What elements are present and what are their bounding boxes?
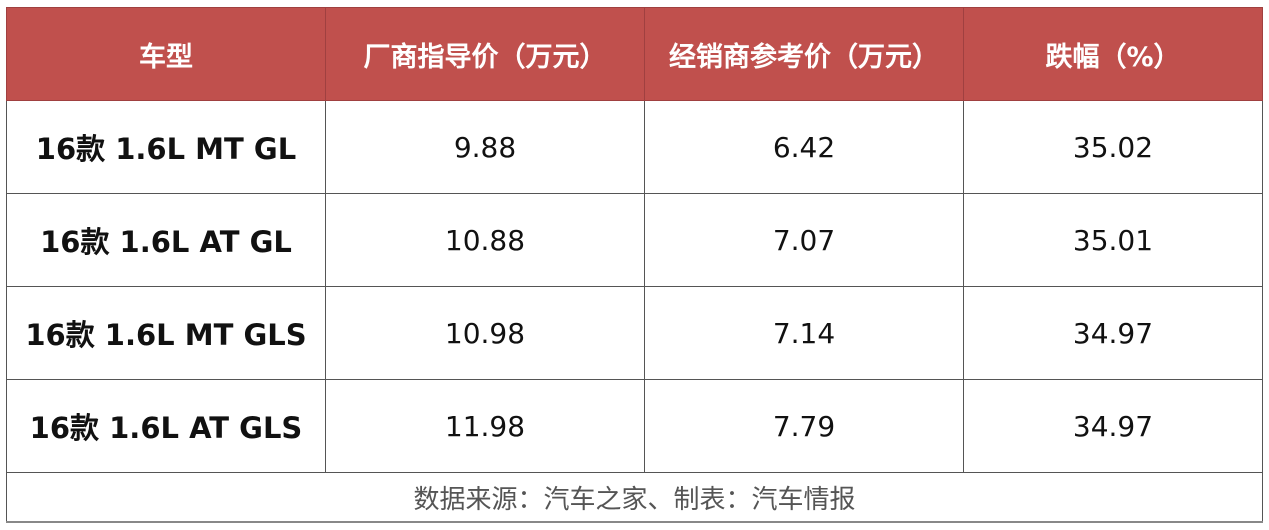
source-note: 数据来源：汽车之家、制表：汽车情报 [6,472,1263,523]
table-row: 16款 1.6L MT GL 9.88 6.42 35.02 [6,100,1263,194]
header-drop: 跌幅（%） [963,7,1263,101]
dealer-price-cell: 7.79 [644,379,964,473]
header-model: 车型 [6,7,326,101]
header-row: 车型 厂商指导价（万元） 经销商参考价（万元） 跌幅（%） [6,7,1263,101]
drop-cell: 35.01 [963,193,1263,287]
footer-row: 数据来源：汽车之家、制表：汽车情报 [6,472,1263,523]
dealer-price-cell: 6.42 [644,100,964,194]
drop-cell: 34.97 [963,379,1263,473]
price-table: 车型 厂商指导价（万元） 经销商参考价（万元） 跌幅（%） 16款 1.6L M… [6,7,1263,523]
drop-cell: 34.97 [963,286,1263,380]
dealer-price-cell: 7.07 [644,193,964,287]
table-row: 16款 1.6L MT GLS 10.98 7.14 34.97 [6,286,1263,380]
model-cell: 16款 1.6L MT GLS [6,286,326,380]
table-row: 16款 1.6L AT GLS 11.98 7.79 34.97 [6,379,1263,473]
drop-cell: 35.02 [963,100,1263,194]
dealer-price-cell: 7.14 [644,286,964,380]
model-cell: 16款 1.6L AT GL [6,193,326,287]
msrp-cell: 11.98 [325,379,645,473]
model-cell: 16款 1.6L AT GLS [6,379,326,473]
msrp-cell: 9.88 [325,100,645,194]
table-row: 16款 1.6L AT GL 10.88 7.07 35.01 [6,193,1263,287]
model-cell: 16款 1.6L MT GL [6,100,326,194]
msrp-cell: 10.98 [325,286,645,380]
header-msrp: 厂商指导价（万元） [325,7,645,101]
msrp-cell: 10.88 [325,193,645,287]
header-dealer-price: 经销商参考价（万元） [644,7,964,101]
